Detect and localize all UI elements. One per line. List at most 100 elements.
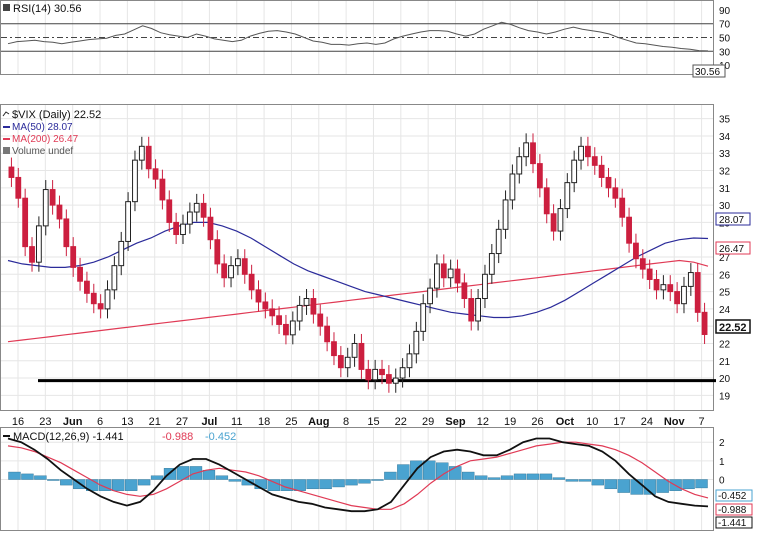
candle-body: [77, 266, 83, 282]
macd-histogram-bar: [202, 469, 216, 480]
ma200-value-box: 26.47: [715, 241, 751, 255]
candle-body: [434, 263, 440, 289]
price-y-tick-label: 27: [719, 253, 731, 264]
candle-body: [646, 268, 653, 280]
x-tick-label: 16: [12, 416, 24, 428]
macd-histogram-bar: [384, 471, 397, 480]
macd-histogram-bar: [474, 475, 488, 480]
volume-legend-label: Volume undef: [12, 146, 73, 157]
candle-body: [523, 142, 530, 158]
macd-histogram-bar: [99, 479, 112, 491]
ma50-value-box: 28.07: [715, 212, 751, 226]
candle-body: [619, 197, 626, 218]
candle-body: [145, 145, 152, 170]
macd-histogram-bar: [617, 479, 630, 493]
candle-body: [495, 228, 502, 255]
candle-body: [351, 342, 358, 358]
candle-body: [166, 199, 173, 223]
macd-histogram-bar: [591, 479, 604, 486]
macd-histogram-bar: [604, 479, 617, 490]
rsi-layer: [1, 21, 713, 52]
x-tick-label: 26: [531, 416, 543, 428]
candle-body: [42, 189, 49, 227]
candle-body: [22, 197, 29, 248]
candle-body: [138, 145, 145, 161]
candle-body: [420, 303, 427, 332]
rsi-y-tick-label: 30: [719, 47, 731, 58]
macd-histogram-bar: [539, 473, 553, 480]
candle-body: [591, 156, 598, 166]
macd-histogram-bar: [241, 479, 254, 486]
candle-body: [516, 156, 523, 175]
macd-histogram-bar: [371, 479, 384, 481]
rsi-y-tick-label: 90: [719, 6, 731, 17]
candle-body: [159, 178, 166, 201]
macd-histogram-bar: [462, 471, 475, 480]
macd-histogram-bar: [60, 479, 73, 486]
macd-y-tick-label: 2: [719, 438, 725, 449]
close-value-label: 22.52: [719, 322, 747, 334]
macd-histogram-bar: [682, 479, 695, 490]
x-tick-label: 24: [641, 416, 653, 428]
x-tick-label: 21: [149, 416, 161, 428]
price-y-tick-label: 31: [719, 184, 731, 195]
ma200-legend-label: MA(200) 26.47: [12, 134, 79, 145]
candle-body: [605, 176, 612, 189]
macd-histogram-bar: [228, 479, 242, 482]
x-tick-label: Jul: [201, 416, 217, 428]
macd-histogram-bar: [358, 479, 371, 484]
candle-body: [221, 263, 228, 279]
candle-body: [674, 291, 681, 305]
macd-value-boxes: -0.452 -0.988 -1.441: [715, 489, 753, 529]
x-tick-label: 12: [477, 416, 489, 428]
macd-histogram-bar: [34, 475, 47, 480]
candle-body: [111, 265, 118, 291]
candle-body: [317, 313, 324, 327]
rsi-title: RSI(14) 30.56: [13, 3, 81, 15]
rsi-value-label: 30.56: [695, 67, 720, 78]
candle-body: [399, 367, 406, 379]
macd-histogram-bar: [526, 473, 540, 480]
candle-body: [214, 239, 221, 265]
candle-body: [84, 280, 90, 294]
candle-body: [413, 330, 420, 355]
candle-body: [331, 341, 337, 357]
candle-body: [90, 292, 97, 305]
macd-histogram-bar: [487, 477, 501, 480]
price-y-tick-label: 26: [719, 270, 731, 281]
candle-body: [392, 377, 399, 384]
candle-body: [639, 258, 646, 270]
candle-body: [427, 287, 433, 305]
candle-body: [509, 173, 516, 201]
x-tick-label: 15: [367, 416, 379, 428]
candle-body: [694, 272, 701, 313]
x-tick-label: 18: [258, 416, 270, 428]
signal-value-label: -0.988: [718, 505, 747, 516]
candle-body: [296, 304, 303, 322]
macd-line: [7, 437, 709, 513]
price-y-tick-label: 33: [719, 149, 731, 160]
x-tick-label: 29: [422, 416, 434, 428]
candle-body: [344, 356, 351, 369]
candle-body: [379, 368, 385, 376]
macd-layer: [7, 437, 709, 513]
candle-body: [536, 163, 543, 189]
rsi-legend: RSI(14) 30.56: [3, 3, 81, 15]
candle-body: [564, 182, 571, 210]
macd-histogram-bar: [319, 479, 332, 490]
candle-body: [241, 258, 248, 275]
macd-histogram-bar: [47, 479, 60, 481]
candle-body: [701, 311, 708, 335]
price-y-tick-label: 32: [719, 167, 731, 178]
candle-body: [125, 201, 131, 242]
candle-body: [681, 285, 687, 305]
candle-legend-icon: [2, 111, 10, 117]
candle-body: [303, 298, 310, 306]
candle-body: [475, 298, 481, 322]
candle-body: [488, 253, 495, 275]
ma50-line: [7, 221, 709, 319]
candle-body: [180, 223, 186, 236]
macd-histogram-bar: [578, 479, 592, 482]
x-tick-label: 7: [699, 416, 705, 428]
ma200-line: [7, 259, 709, 343]
